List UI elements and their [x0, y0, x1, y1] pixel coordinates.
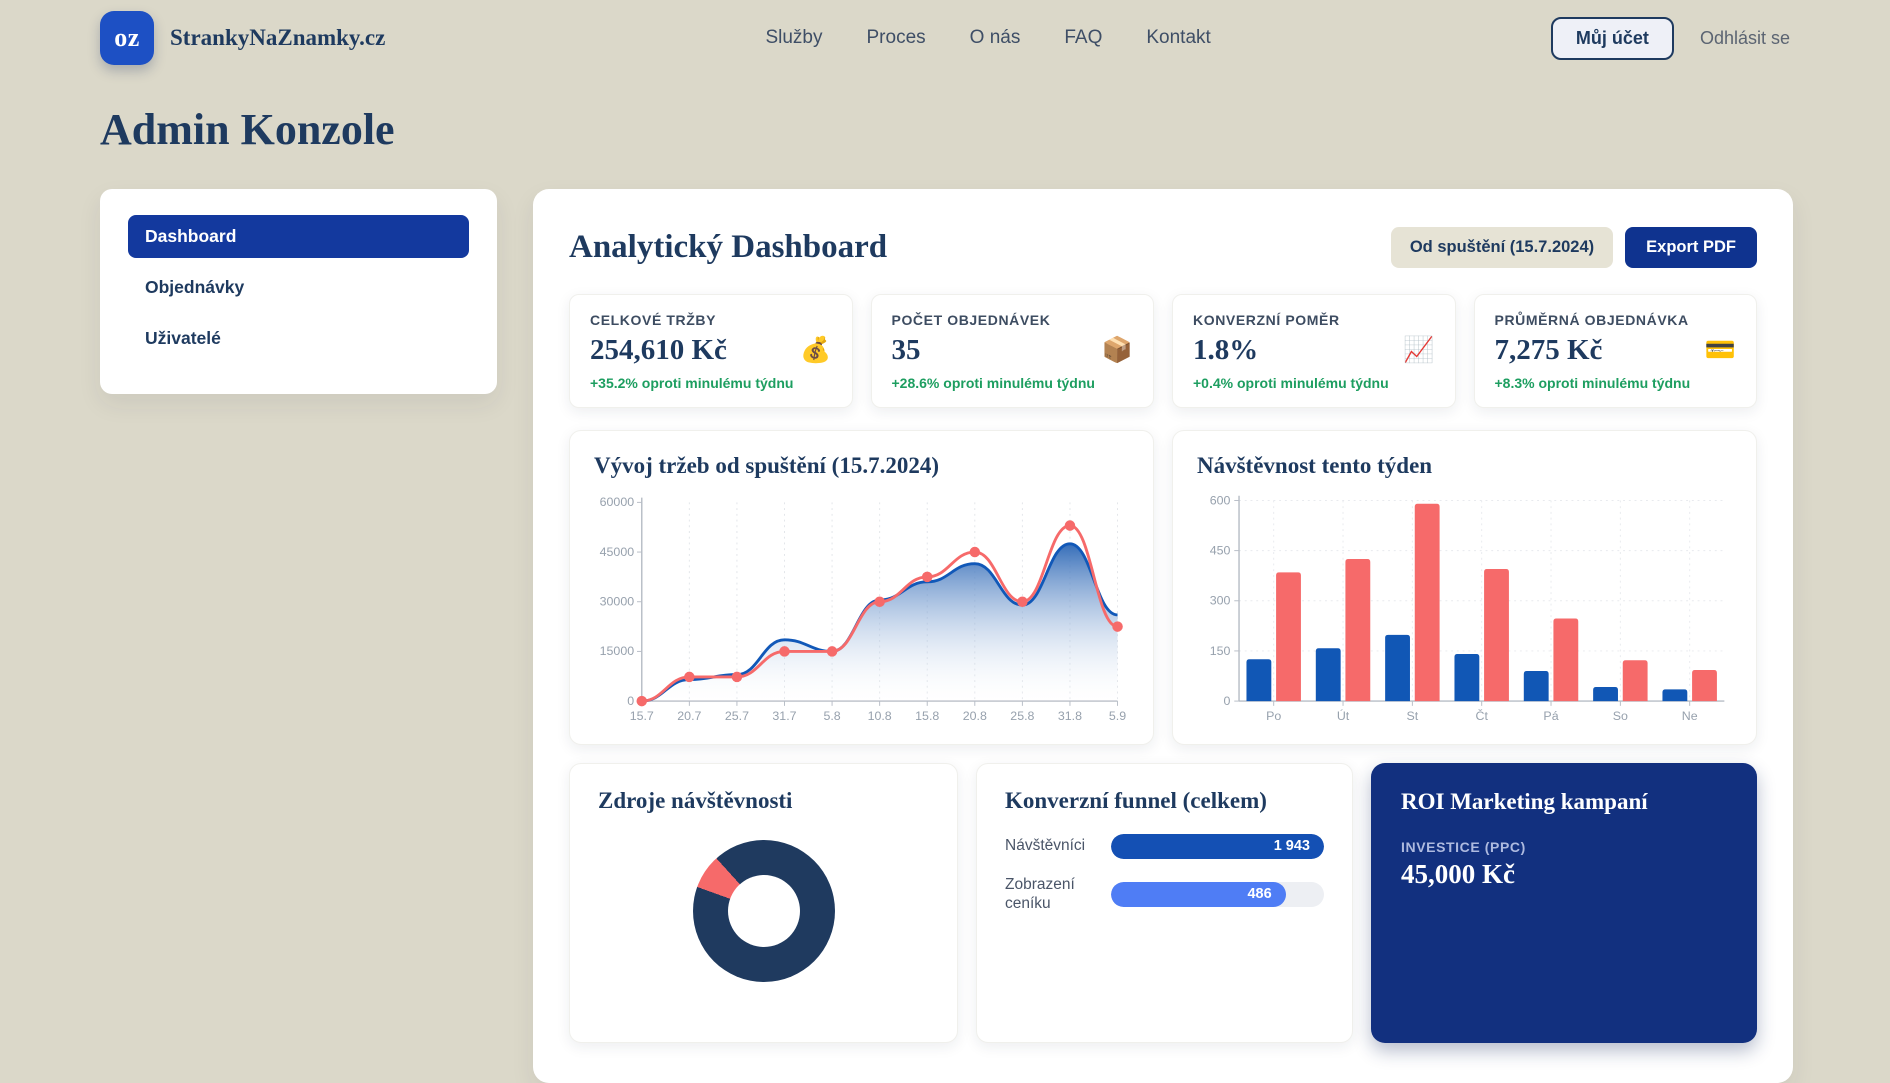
svg-text:10.8: 10.8 [868, 709, 892, 723]
svg-text:45000: 45000 [600, 545, 635, 559]
brand-name[interactable]: StrankyNaZnamky.cz [170, 25, 386, 50]
svg-text:0: 0 [1224, 694, 1231, 708]
kpi-label: POČET OBJEDNÁVEK [891, 312, 1051, 328]
svg-text:Pá: Pá [1543, 709, 1558, 723]
kpi-row: CELKOVÉ TRŽBY 254,610 Kč 💰 +35.2% oproti… [569, 294, 1757, 408]
panel-title: Analytický Dashboard [569, 229, 888, 265]
page-title: Admin Konzole [100, 105, 395, 154]
svg-text:Čt: Čt [1475, 708, 1488, 723]
kpi-value: 7,275 Kč [1494, 334, 1603, 366]
package-icon: 📦 [1101, 336, 1133, 364]
top-actions: Můj účet Odhlásit se [1550, 16, 1790, 60]
traffic-sources-card: Zdroje návštěvnosti [569, 762, 958, 1043]
sidebar-item-dashboard[interactable]: Dashboard [128, 215, 469, 258]
kpi-label: KONVERZNÍ POMĚR [1193, 312, 1340, 328]
svg-text:St: St [1406, 709, 1418, 723]
kpi-delta: +8.3% oproti minulému týdnu [1494, 375, 1691, 391]
svg-text:20.7: 20.7 [677, 709, 701, 723]
funnel-bar: 1 943 [1111, 833, 1324, 859]
charts-row: Vývoj tržeb od spuštění (15.7.2024) 0 150… [569, 429, 1757, 745]
funnel-label: Zobrazení ceníku [1005, 875, 1075, 913]
funnel-bar: 486 [1111, 881, 1286, 907]
roi-title: ROI Marketing kampaní [1401, 788, 1648, 814]
kpi-card-celkove-trzby: CELKOVÉ TRŽBY 254,610 Kč 💰 +35.2% oproti… [569, 294, 853, 408]
kpi-value: 1.8% [1193, 334, 1259, 366]
svg-text:0: 0 [627, 694, 634, 708]
funnel-row-navstevnici: Návštěvníci 1 943 [1005, 833, 1324, 859]
nav-item-sluzby[interactable]: Služby [765, 27, 823, 48]
content: Dashboard Objednávky Uživatelé Analytick… [0, 189, 1890, 1083]
chart-increasing-icon: 📈 [1403, 336, 1435, 364]
svg-text:300: 300 [1210, 593, 1231, 607]
svg-text:25.7: 25.7 [725, 709, 749, 723]
svg-text:15.8: 15.8 [915, 709, 939, 723]
svg-text:15000: 15000 [600, 644, 635, 658]
kpi-delta: +0.4% oproti minulému týdnu [1193, 375, 1389, 391]
traffic-sources-donut-chart [692, 839, 835, 982]
funnel-title: Konverzní funnel (celkem) [1005, 787, 1267, 813]
donut-chart-title: Zdroje návštěvnosti [598, 787, 793, 813]
funnel-track: 486 [1111, 881, 1324, 907]
sidebar-item-objednavky[interactable]: Objednávky [145, 277, 245, 297]
svg-text:5.9: 5.9 [1109, 709, 1126, 723]
kpi-delta: +35.2% oproti minulému týdnu [590, 375, 794, 391]
my-account-button[interactable]: Můj účet [1550, 16, 1674, 60]
money-bag-icon: 💰 [800, 336, 832, 364]
svg-text:20.8: 20.8 [963, 709, 987, 723]
nav-item-faq[interactable]: FAQ [1064, 27, 1103, 48]
sidebar-item-uzivatele[interactable]: Uživatelé [145, 328, 221, 348]
kpi-card-pocet-objednavek: POČET OBJEDNÁVEK 35 📦 +28.6% oproti minu… [870, 294, 1154, 408]
svg-text:31.8: 31.8 [1058, 709, 1082, 723]
svg-text:31.7: 31.7 [772, 709, 796, 723]
kpi-value: 35 [891, 334, 921, 366]
logout-link[interactable]: Odhlásit se [1699, 27, 1790, 48]
date-range-button[interactable]: Od spuštění (15.7.2024) [1390, 227, 1614, 268]
kpi-label: PRŮMĚRNÁ OBJEDNÁVKA [1494, 312, 1689, 328]
traffic-bar-chart-card: Návštěvnost tento týden 0 150 300 450 600 Po Ú… [1172, 429, 1757, 745]
roi-metric-value: 45,000 Kč [1401, 858, 1515, 889]
top-bar: oz StrankyNaZnamky.cz Služby Proces O ná… [0, 0, 1890, 76]
svg-text:Po: Po [1266, 709, 1281, 723]
conversion-funnel-card: Konverzní funnel (celkem) Návštěvníci 1 … [976, 762, 1353, 1043]
roi-marketing-card: ROI Marketing kampaní INVESTICE (PPC) 45… [1371, 762, 1757, 1043]
kpi-card-konverzni-pomer: KONVERZNÍ POMĚR 1.8% 📈 +0.4% oproti minu… [1172, 294, 1456, 408]
sidebar: Dashboard Objednávky Uživatelé [100, 189, 497, 394]
svg-text:600: 600 [1210, 493, 1231, 507]
kpi-value: 254,610 Kč [590, 334, 727, 366]
svg-text:150: 150 [1210, 644, 1231, 658]
revenue-line-chart: 0 15000 30000 45000 60000 15.7 20.7 25.7 31.7 5.8… [600, 495, 1127, 723]
nav-item-proces[interactable]: Proces [866, 27, 926, 48]
funnel-label: Návštěvníci [1005, 837, 1086, 855]
analytics-panel: Analytický Dashboard Od spuštění (15.7.2… [533, 189, 1793, 1083]
svg-text:Út: Út [1337, 708, 1350, 723]
logo-icon[interactable]: oz [100, 11, 154, 65]
brand[interactable]: oz StrankyNaZnamky.cz [100, 11, 385, 65]
kpi-card-prumerna-objednavka: PRŮMĚRNÁ OBJEDNÁVKA 7,275 Kč 💳 +8.3% opr… [1473, 294, 1757, 408]
bar-chart-title: Návštěvnost tento týden [1197, 452, 1433, 478]
svg-text:450: 450 [1210, 543, 1231, 557]
bottom-row: Zdroje návštěvnosti Konverzní funnel (ce… [569, 762, 1757, 1043]
svg-text:25.8: 25.8 [1010, 709, 1034, 723]
funnel-track: 1 943 [1111, 833, 1324, 859]
credit-card-icon: 💳 [1704, 336, 1736, 364]
kpi-label: CELKOVÉ TRŽBY [590, 312, 717, 328]
line-chart-title: Vývoj tržeb od spuštění (15.7.2024) [594, 452, 939, 478]
roi-metric-label: INVESTICE (PPC) [1401, 838, 1526, 855]
main-nav: Služby Proces O nás FAQ Kontakt [725, 27, 1210, 49]
svg-text:60000: 60000 [600, 495, 635, 509]
svg-text:30000: 30000 [600, 594, 635, 608]
svg-text:15.7: 15.7 [630, 709, 654, 723]
nav-item-o-nas[interactable]: O nás [969, 27, 1021, 48]
funnel-row-zobrazeni-ceniku: Zobrazení ceníku 486 [1005, 875, 1324, 914]
svg-text:Ne: Ne [1682, 709, 1698, 723]
svg-text:5.8: 5.8 [823, 709, 840, 723]
revenue-line-chart-card: Vývoj tržeb od spuštění (15.7.2024) 0 150… [569, 429, 1154, 745]
kpi-delta: +28.6% oproti minulému týdnu [891, 375, 1095, 391]
nav-item-kontakt[interactable]: Kontakt [1146, 27, 1211, 48]
traffic-bar-chart: 0 150 300 450 600 Po Út St Čt Pá So Ne [1210, 493, 1725, 723]
svg-text:So: So [1613, 709, 1628, 723]
export-pdf-button[interactable]: Export PDF [1625, 227, 1757, 268]
